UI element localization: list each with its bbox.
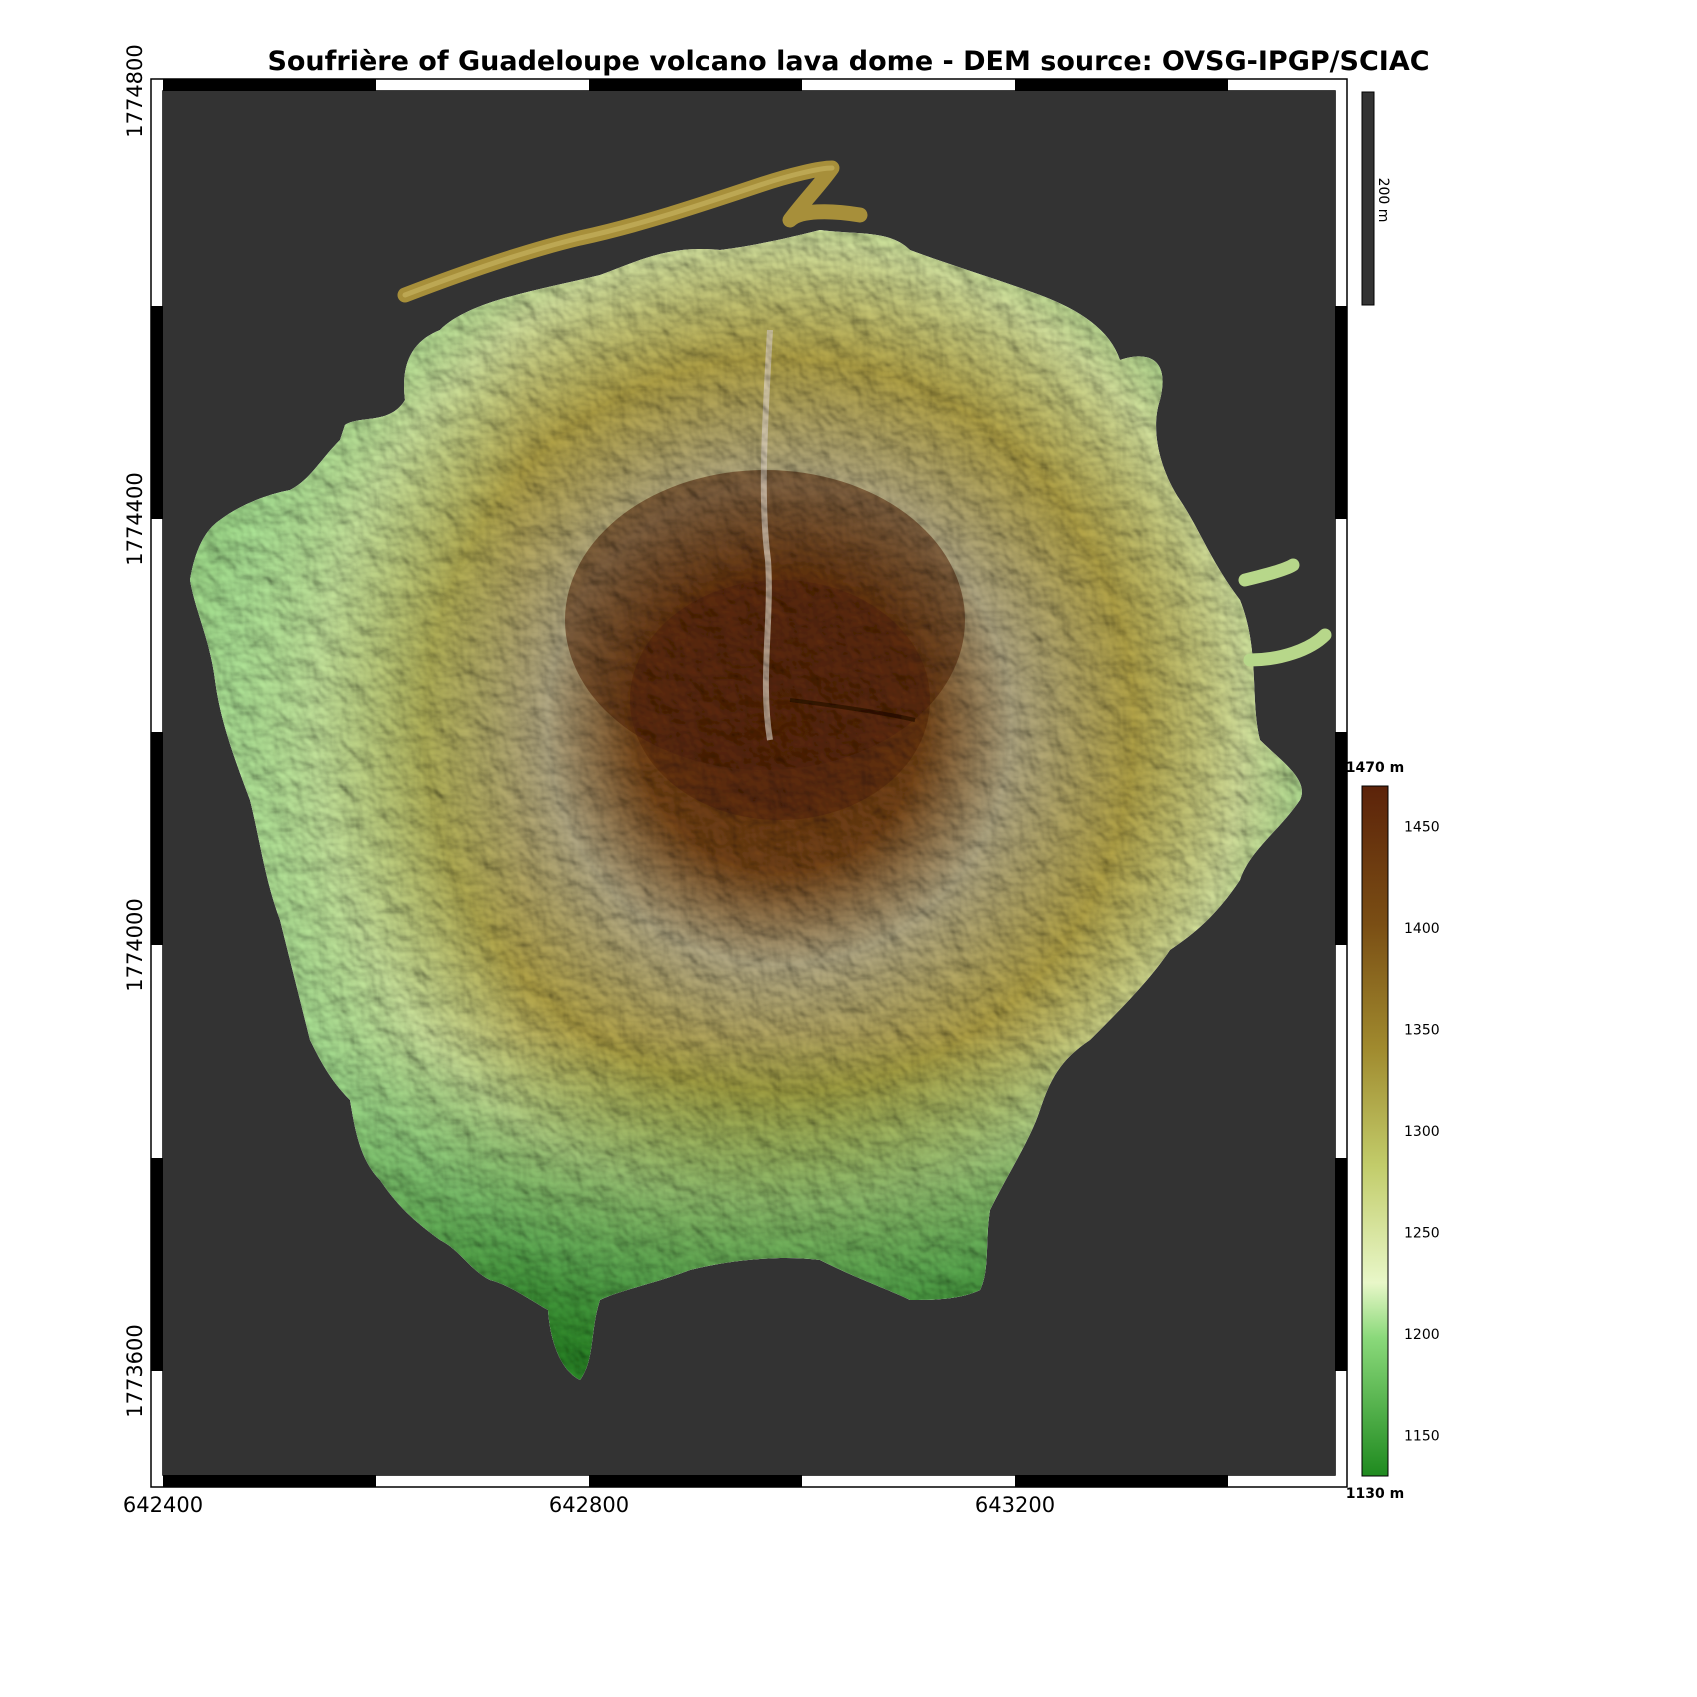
x-tick-label: 642400 [123,1493,203,1517]
colorbar-tick-label: 1350 [1404,1023,1440,1039]
colorbar-tick-label: 1400 [1404,921,1440,937]
colorbar-tick-label: 1200 [1404,1327,1440,1343]
x-axis-labels: 642400 642800 643200 [123,1493,1055,1517]
map-frame-ticks [150,78,1348,1488]
colorbar-min-label: 1130 m [1346,1486,1404,1502]
colorbar-tick-label: 1300 [1404,1124,1440,1140]
east-tracks [1238,558,1332,667]
north-track [397,160,868,303]
colorbar-tick-label: 1450 [1404,820,1440,836]
x-tick-label: 643200 [975,1493,1055,1517]
y-axis-labels: 1774800 1774400 1774000 1773600 [123,44,147,1418]
y-tick-label: 1773600 [123,1324,147,1418]
x-tick-label: 642800 [549,1493,629,1517]
elevation-colorbar: 1450 1400 1350 1300 1250 1200 1150 1470 m 1130… [1346,760,1440,1502]
y-tick-label: 1774800 [123,44,147,138]
colorbar-max-label: 1470 m [1346,760,1404,776]
y-tick-label: 1774000 [123,898,147,992]
y-tick-label: 1774400 [123,472,147,566]
scale-bar: 200 m [1361,91,1391,306]
scale-bar-label: 200 m [1375,178,1391,223]
colorbar-tick-label: 1250 [1404,1225,1440,1241]
colorbar-tick-label: 1150 [1404,1428,1440,1444]
lava-dome-dem [190,230,1302,1380]
map-title: Soufrière of Guadeloupe volcano lava dom… [267,46,1430,77]
